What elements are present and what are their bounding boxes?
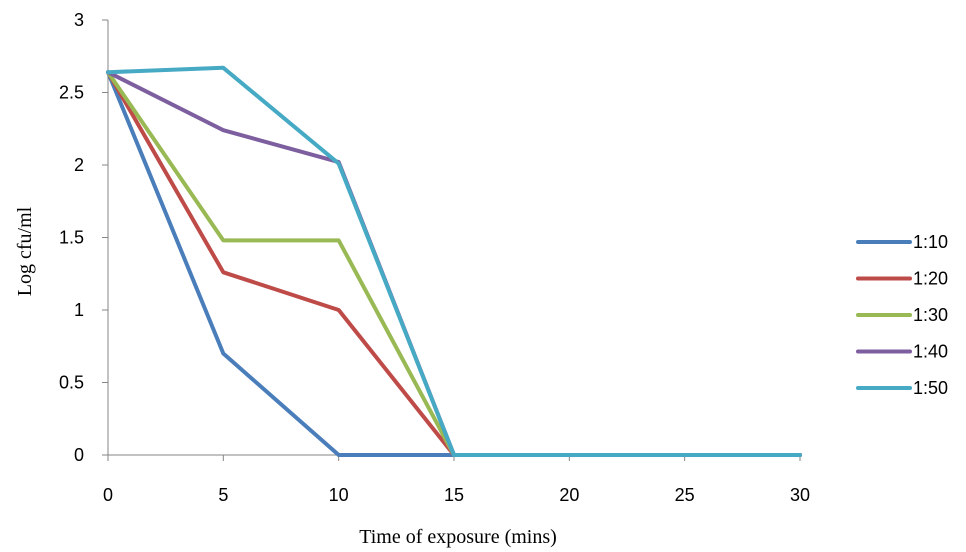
x-tick-label: 5: [218, 485, 228, 505]
series-line-1-30: [106, 70, 802, 457]
legend-label-1-10: 1:10: [913, 232, 948, 252]
x-tick-label: 10: [329, 485, 349, 505]
x-axis-title: Time of exposure (mins): [359, 526, 557, 548]
y-tick-label: 1.5: [59, 228, 84, 248]
x-tick-label: 30: [790, 485, 810, 505]
y-tick-label: 2: [74, 155, 84, 175]
y-tick-label: 3: [74, 10, 84, 30]
x-tick-label: 0: [103, 485, 113, 505]
series-line-1-10: [106, 70, 802, 457]
series-line-1-50: [106, 65, 802, 457]
series-layer: [106, 65, 802, 457]
y-tick-label: 2.5: [59, 83, 84, 103]
x-tick-label: 20: [559, 485, 579, 505]
x-tick-label: 15: [444, 485, 464, 505]
legend-label-1-20: 1:20: [913, 269, 948, 289]
x-tick-label: 25: [675, 485, 695, 505]
legend-label-1-30: 1:30: [913, 305, 948, 325]
y-axis-title: Log cfu/ml: [14, 206, 36, 296]
legend-label-1-40: 1:40: [913, 342, 948, 362]
y-tick-label: 0: [74, 445, 84, 465]
tick-labels: 00.511.522.530 5 10 15 20 25 30: [59, 10, 810, 505]
series-line-1-20: [106, 70, 802, 457]
legend: 1:10 1:20 1:30 1:40 1:50: [856, 232, 948, 398]
series-line-1-40: [106, 70, 802, 457]
legend-label-1-50: 1:50: [913, 378, 948, 398]
y-tick-label: 0.5: [59, 373, 84, 393]
y-tick-label: 1: [74, 300, 84, 320]
